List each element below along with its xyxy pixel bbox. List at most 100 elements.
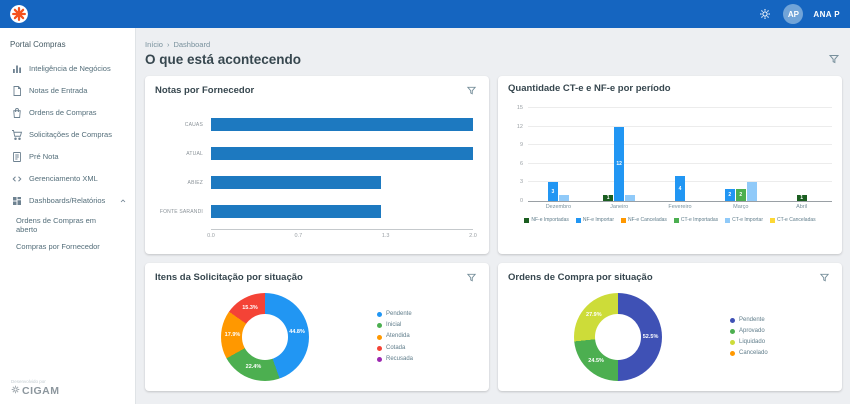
bar[interactable]: 4 [674,176,685,201]
bar[interactable]: 1 [796,194,807,201]
legend-item[interactable]: Recusada [377,354,481,365]
legend-item[interactable]: Inicial [377,320,481,331]
sidebar-item-dashboards-relatorios[interactable]: Dashboards/Relatórios [0,190,135,212]
breadcrumb-current: Dashboard [173,40,211,49]
developed-by-label: Desenvolvido por [11,379,46,384]
gridline [528,144,832,146]
sidebar-item-solicitacoes-de-compras[interactable]: Solicitações de Compras [0,124,135,146]
x-category-label: Fevereiro [668,204,692,210]
bar[interactable]: 2 [724,188,735,201]
legend-item[interactable]: Aprovado [730,326,834,337]
legend-label: CT-e Canceladas [777,217,816,223]
legend-item[interactable]: Cotada [377,343,481,354]
legend-label: Cancelado [739,350,768,357]
sidebar-item-pre-nota[interactable]: Pré Nota [0,146,135,168]
sidebar-item-gerenciamento-xml[interactable]: Gerenciamento XML [0,168,135,190]
legend-item[interactable]: Cancelado [730,348,834,359]
bar[interactable]: 2 [735,188,746,201]
legend-item[interactable]: CT-e Importadas [673,217,718,223]
bar[interactable] [558,194,569,201]
legend-swatch [621,217,626,223]
bar[interactable] [746,182,757,201]
bar-group: 1 [771,108,832,201]
bar[interactable] [211,176,382,189]
settings-gear-icon[interactable] [757,6,773,22]
ordens-compra-legend: Pendente Aprovado Liquidado Cancelado [730,315,834,359]
legend-swatch [377,345,382,351]
slice-label: 22.4% [245,364,262,371]
bar[interactable] [211,147,473,160]
note-icon [10,151,23,164]
itens-solicitacao-legend: Pendente Inicial Atendida Cotada Recusada [377,309,481,364]
app-logo-icon[interactable] [10,5,28,23]
legend-item[interactable]: NF-e Importadas [524,217,569,223]
bar-value-label: 1 [606,194,610,201]
sidebar-item-label: Pré Nota [29,151,59,161]
breadcrumb-home-link[interactable]: Início [145,40,163,49]
bar[interactable] [211,118,473,131]
user-avatar[interactable]: AP [783,4,804,24]
card-filter-icon[interactable] [464,270,479,285]
sidebar-item-inteligencia-de-negocios[interactable]: Inteligência de Negócios [0,58,135,80]
legend-item[interactable]: Pendente [730,315,834,326]
bar-category-label: FONTE SARANDI [159,208,203,215]
bar-group: 1 12 [589,108,650,201]
legend-swatch [770,217,775,223]
breadcrumb-separator: › [166,40,170,49]
x-category-label: Janeiro [610,204,629,210]
bar[interactable]: 1 [603,194,614,201]
bar-category-label: CAUAS [184,121,203,128]
bar-row: FONTE SARANDI [145,197,489,226]
sidebar-item-notas-de-entrada[interactable]: Notas de Entrada [0,80,135,102]
sidebar-footer: Desenvolvido por CIGAM [11,379,60,397]
legend-item[interactable]: CT-e Canceladas [770,217,816,223]
legend-item[interactable]: Atendida [377,331,481,342]
y-tick-label: 0 [519,198,523,204]
user-name[interactable]: ANA P [813,9,840,19]
x-tick-label: 0.0 [207,233,215,239]
page-filter-icon[interactable] [826,51,842,67]
bar-track [211,147,473,160]
bar-track [211,118,473,131]
legend-item[interactable]: CT-e Importar [725,217,763,223]
card-itens-solicitacao: Itens da Solicitação por situação 44.8% 2… [145,263,489,391]
bar-value-label: 12 [616,160,622,167]
card-filter-icon[interactable] [817,270,832,285]
sidebar-nav: Portal Compras Inteligência de Negócios … [0,28,136,404]
legend-swatch [730,317,735,323]
gridline [528,107,832,108]
chevron-up-icon [119,197,127,205]
bar[interactable] [211,205,382,218]
legend-item[interactable]: Pendente [377,309,481,320]
legend-item[interactable]: NF-e Importar [575,217,614,223]
bar[interactable] [625,194,636,201]
top-app-bar: AP ANA P [0,0,850,28]
y-tick-label: 15 [516,105,523,111]
legend-item[interactable]: NF-e Canceladas [621,217,667,223]
page-title: O que está acontecendo [145,51,302,67]
legend-label: Liquidado [739,339,766,345]
sidebar-subitem-compras-por-fornecedor[interactable]: Compras por Fornecedor [16,242,100,251]
bar-value-label: 2 [728,191,732,198]
bar-value-label: 4 [678,185,682,192]
y-tick-label: 12 [516,123,523,130]
legend-swatch [730,351,735,357]
chart-legend: NF-e Importadas NF-e Importar NF-e Cancela… [498,217,842,223]
bar[interactable]: 12 [614,126,625,201]
bar[interactable]: 3 [547,182,558,201]
bar-group: 3 [528,108,589,201]
donut-hole [595,314,641,360]
sidebar-subitem-ordens-de-compras-em-aberto[interactable]: Ordens de Compras em aberto [16,215,97,235]
sidebar-item-ordens-de-compras[interactable]: Ordens de Compras [0,102,135,124]
bar-track [211,176,473,189]
document-icon [10,85,23,98]
ordens-compra-donut: 52.5% 24.5% 27.9% [574,293,662,381]
legend-item[interactable]: Liquidado [730,337,834,348]
legend-swatch [524,217,530,223]
shopping-bag-icon [10,107,23,120]
y-tick-label: 9 [519,142,523,149]
cigam-brand-label: CIGAM [22,385,60,397]
card-filter-icon[interactable] [464,83,479,98]
code-xml-icon [10,173,23,186]
main-content: Início › Dashboard O que está acontecend… [136,28,850,404]
